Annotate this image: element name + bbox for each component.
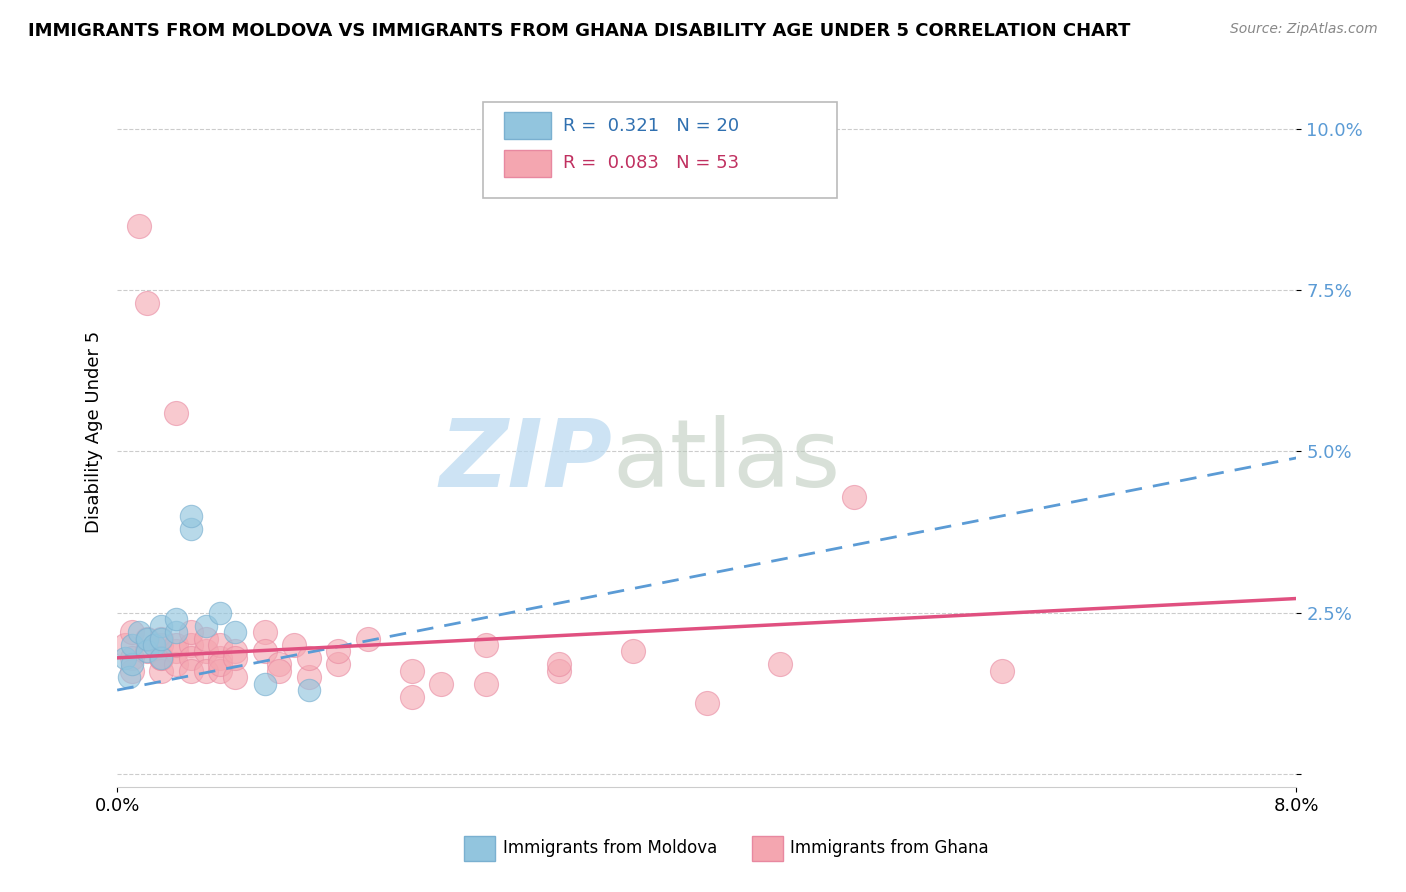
Point: [990, 664, 1012, 678]
Point: [165, 612, 187, 626]
Point: [209, 664, 232, 678]
Point: [150, 638, 173, 652]
Point: [150, 664, 173, 678]
Point: [269, 657, 291, 672]
Y-axis label: Disability Age Under 5: Disability Age Under 5: [86, 331, 103, 533]
Point: [121, 657, 143, 672]
Point: [430, 676, 453, 690]
Point: [180, 664, 202, 678]
Bar: [503, 112, 551, 139]
Point: [696, 696, 718, 710]
Point: [298, 651, 321, 665]
Point: [548, 664, 571, 678]
Point: [224, 625, 246, 640]
Point: [180, 508, 202, 523]
Text: R =  0.083   N = 53: R = 0.083 N = 53: [562, 154, 740, 172]
Point: [135, 644, 157, 658]
Point: [165, 625, 187, 640]
Point: [298, 670, 321, 684]
Point: [209, 606, 232, 620]
Point: [328, 644, 350, 658]
Point: [165, 406, 187, 420]
Point: [165, 657, 187, 672]
Point: [150, 632, 173, 646]
Point: [143, 638, 166, 652]
Point: [194, 664, 217, 678]
Point: [128, 625, 150, 640]
Point: [150, 651, 173, 665]
Point: [128, 219, 150, 233]
Point: [135, 632, 157, 646]
Point: [121, 664, 143, 678]
Point: [135, 296, 157, 310]
Text: IMMIGRANTS FROM MOLDOVA VS IMMIGRANTS FROM GHANA DISABILITY AGE UNDER 5 CORRELAT: IMMIGRANTS FROM MOLDOVA VS IMMIGRANTS FR…: [28, 22, 1130, 40]
Point: [121, 625, 143, 640]
Point: [194, 632, 217, 646]
Point: [224, 651, 246, 665]
Point: [328, 657, 350, 672]
Point: [253, 676, 276, 690]
Point: [844, 490, 866, 504]
FancyBboxPatch shape: [482, 103, 837, 198]
Text: atlas: atlas: [613, 415, 841, 507]
Point: [474, 676, 496, 690]
Point: [253, 625, 276, 640]
Text: R =  0.321   N = 20: R = 0.321 N = 20: [562, 117, 740, 135]
Point: [209, 657, 232, 672]
Point: [118, 670, 141, 684]
Text: Immigrants from Ghana: Immigrants from Ghana: [790, 839, 988, 857]
Point: [224, 644, 246, 658]
Point: [769, 657, 792, 672]
Point: [180, 651, 202, 665]
Point: [357, 632, 380, 646]
Point: [180, 638, 202, 652]
Point: [474, 638, 496, 652]
Text: Source: ZipAtlas.com: Source: ZipAtlas.com: [1230, 22, 1378, 37]
Point: [209, 638, 232, 652]
Point: [150, 651, 173, 665]
Point: [548, 657, 571, 672]
Point: [269, 664, 291, 678]
Point: [621, 644, 644, 658]
Point: [150, 632, 173, 646]
Point: [150, 618, 173, 632]
Point: [150, 651, 173, 665]
Point: [401, 664, 423, 678]
Point: [180, 625, 202, 640]
Point: [121, 638, 143, 652]
Text: Immigrants from Moldova: Immigrants from Moldova: [503, 839, 717, 857]
Point: [165, 638, 187, 652]
Point: [135, 644, 157, 658]
Point: [209, 651, 232, 665]
Point: [114, 638, 136, 652]
Text: ZIP: ZIP: [440, 415, 613, 507]
Point: [121, 651, 143, 665]
Point: [224, 670, 246, 684]
Point: [283, 638, 305, 652]
Point: [298, 683, 321, 698]
Bar: [503, 150, 551, 177]
Point: [165, 644, 187, 658]
Point: [194, 644, 217, 658]
Point: [135, 632, 157, 646]
Point: [180, 522, 202, 536]
Point: [401, 690, 423, 704]
Point: [194, 618, 217, 632]
Point: [114, 651, 136, 665]
Point: [253, 644, 276, 658]
